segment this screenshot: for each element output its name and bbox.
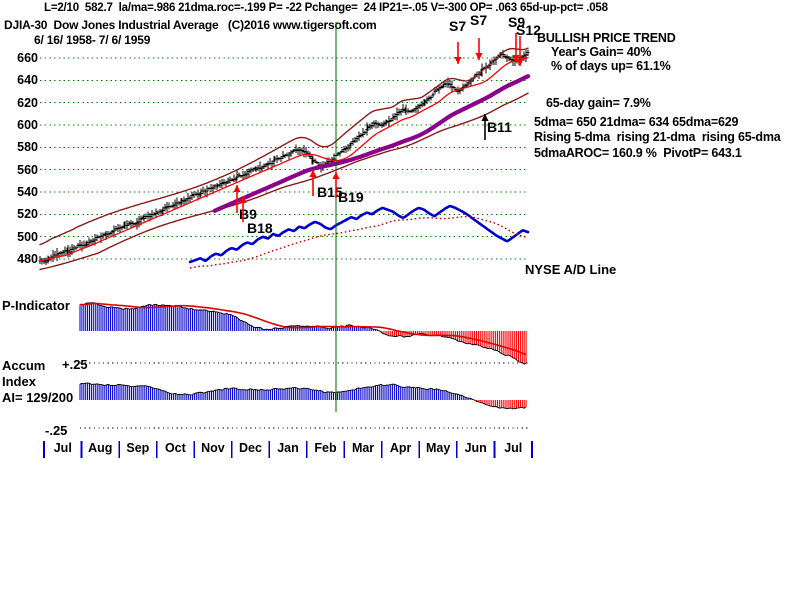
y-tick-500: 500 <box>17 229 38 244</box>
buy-arrow-b9 <box>233 185 241 213</box>
aroc-pivot: 5dmaAROC= 160.9 % PivotP= 643.1 <box>534 146 742 160</box>
month-label-jul-12: Jul <box>504 441 523 455</box>
month-label-jan-6: Jan <box>277 441 299 455</box>
upper-envelope <box>39 47 529 246</box>
ai-value-label: AI= 129/200 <box>2 390 74 405</box>
month-label-apr-9: Apr <box>389 441 412 455</box>
stats-line: L=2/10 582.7 la/ma=.986 21dma.roc=-.199 … <box>44 2 608 14</box>
sell-arrow-s7-a <box>454 42 462 64</box>
month-label-aug-1: Aug <box>88 441 113 455</box>
sell-arrow-s9 <box>512 33 520 62</box>
buy-arrow-b19 <box>332 172 340 198</box>
minus-25-label: -.25 <box>45 423 68 438</box>
sell-arrow-s7-b <box>475 38 483 60</box>
price-bars <box>38 49 530 265</box>
month-label-mar-8: Mar <box>351 441 375 455</box>
month-label-oct-3: Oct <box>164 441 186 455</box>
dma-values: 5dma= 650 21dma= 634 65dma=629 <box>534 115 739 129</box>
sell-arrow-s12 <box>516 36 524 66</box>
annotation-b11: B11 <box>487 119 512 135</box>
chart-title: DJIA-30 Dow Jones Industrial Average (C)… <box>4 18 377 32</box>
y-tick-660: 660 <box>17 51 38 65</box>
month-label-jun-11: Jun <box>464 441 487 455</box>
y-tick-600: 600 <box>17 118 38 132</box>
days-up-pct: % of days up= 61.1% <box>551 59 671 73</box>
nyse-ad-line <box>188 204 530 264</box>
annotation-s7-b: S7 <box>470 12 488 28</box>
y-tick-480: 480 <box>17 252 38 266</box>
rising-dma: Rising 5-dma rising 21-dma rising 65-dma <box>534 130 781 144</box>
gain-65-day: 65-day gain= 7.9% <box>546 96 651 110</box>
y-tick-540: 540 <box>17 185 38 199</box>
lower-envelope <box>39 92 529 271</box>
years-gain: Year's Gain= 40% <box>551 45 652 59</box>
y-tick-620: 620 <box>17 95 38 110</box>
month-label-jul-0: Jul <box>53 441 72 455</box>
ma-21-day <box>39 56 529 262</box>
p-indicator-histogram <box>79 302 527 365</box>
nyse-ad-label: NYSE A/D Line <box>525 262 617 277</box>
y-tick-580: 580 <box>17 140 38 155</box>
y-tick-520: 520 <box>17 207 38 222</box>
y-tick-560: 560 <box>17 162 38 177</box>
month-label-may-10: May <box>425 441 451 455</box>
month-label-nov-4: Nov <box>201 441 225 455</box>
p-indicator-label: P-Indicator <box>2 298 70 313</box>
p-indicator-average <box>80 302 527 356</box>
month-label-sep-2: Sep <box>126 441 150 455</box>
date-range: 6/ 16/ 1958- 7/ 6/ 1959 <box>34 33 151 47</box>
annotation-s9: S9 <box>508 14 526 30</box>
nyse-ad-average <box>189 215 529 269</box>
month-label-feb-7: Feb <box>314 441 337 455</box>
buy-arrow-b15 <box>309 170 317 196</box>
ma-65-day <box>212 74 531 213</box>
annotation-s7-a: S7 <box>449 18 467 34</box>
buy-arrow-b18 <box>239 196 247 222</box>
accum-label: Accum <box>2 358 46 373</box>
month-label-dec-5: Dec <box>238 441 262 455</box>
buy-arrow-b11 <box>481 114 489 140</box>
accum-index-histogram <box>79 382 527 410</box>
index-label: Index <box>2 374 36 389</box>
annotation-b19: B19 <box>338 189 364 205</box>
plus-25-label: +.25 <box>62 357 88 372</box>
annotation-s12: S12 <box>516 22 541 38</box>
annotation-b18: B18 <box>247 220 273 236</box>
y-tick-640: 640 <box>17 73 38 88</box>
trend-title: BULLISH PRICE TREND <box>537 31 676 45</box>
